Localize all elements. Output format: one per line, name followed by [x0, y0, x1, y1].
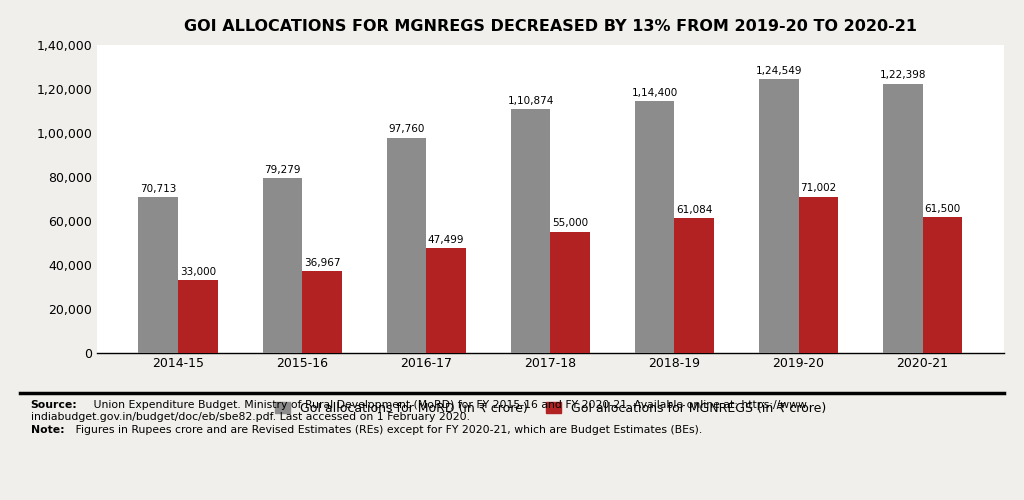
- Text: 61,084: 61,084: [676, 205, 713, 215]
- Bar: [178, 280, 218, 352]
- Text: 47,499: 47,499: [428, 235, 465, 245]
- Text: Source:: Source:: [31, 400, 78, 410]
- Text: 71,002: 71,002: [801, 184, 837, 194]
- Text: 61,500: 61,500: [925, 204, 961, 214]
- Bar: [511, 109, 551, 352]
- Bar: [262, 178, 302, 352]
- Bar: [138, 197, 178, 352]
- Bar: [302, 272, 342, 352]
- Bar: [635, 101, 675, 352]
- Text: Note:: Note:: [31, 425, 65, 435]
- Bar: [387, 138, 426, 352]
- Bar: [923, 218, 963, 352]
- Title: GOI ALLOCATIONS FOR MGNREGS DECREASED BY 13% FROM 2019-20 TO 2020-21: GOI ALLOCATIONS FOR MGNREGS DECREASED BY…: [184, 19, 916, 34]
- Bar: [883, 84, 923, 352]
- Text: 70,713: 70,713: [140, 184, 176, 194]
- Bar: [551, 232, 590, 352]
- Text: 79,279: 79,279: [264, 165, 301, 175]
- Bar: [799, 196, 839, 352]
- Text: 1,24,549: 1,24,549: [756, 66, 802, 76]
- Text: 97,760: 97,760: [388, 124, 425, 134]
- Text: Figures in Rupees crore and are Revised Estimates (REs) except for FY 2020-21, w: Figures in Rupees crore and are Revised …: [72, 425, 701, 435]
- Text: 1,22,398: 1,22,398: [880, 70, 926, 81]
- Text: Union Expenditure Budget. Ministry of Rural Development (MoRD) for FY 2015-16 an: Union Expenditure Budget. Ministry of Ru…: [90, 400, 809, 410]
- Text: 33,000: 33,000: [180, 266, 216, 276]
- Text: 55,000: 55,000: [552, 218, 589, 228]
- Text: 1,10,874: 1,10,874: [507, 96, 554, 106]
- Text: indiabudget.gov.in/budget/doc/eb/sbe82.pdf. Last accessed on 1 February 2020.: indiabudget.gov.in/budget/doc/eb/sbe82.p…: [31, 412, 470, 422]
- Text: 1,14,400: 1,14,400: [632, 88, 678, 98]
- Bar: [759, 79, 799, 352]
- Legend: GoI allocations for MoRD (in ₹ crore), GoI allocations for MGNREGS (in ₹ crore): GoI allocations for MoRD (in ₹ crore), G…: [274, 402, 826, 415]
- Text: 36,967: 36,967: [304, 258, 340, 268]
- Bar: [675, 218, 714, 352]
- Bar: [426, 248, 466, 352]
